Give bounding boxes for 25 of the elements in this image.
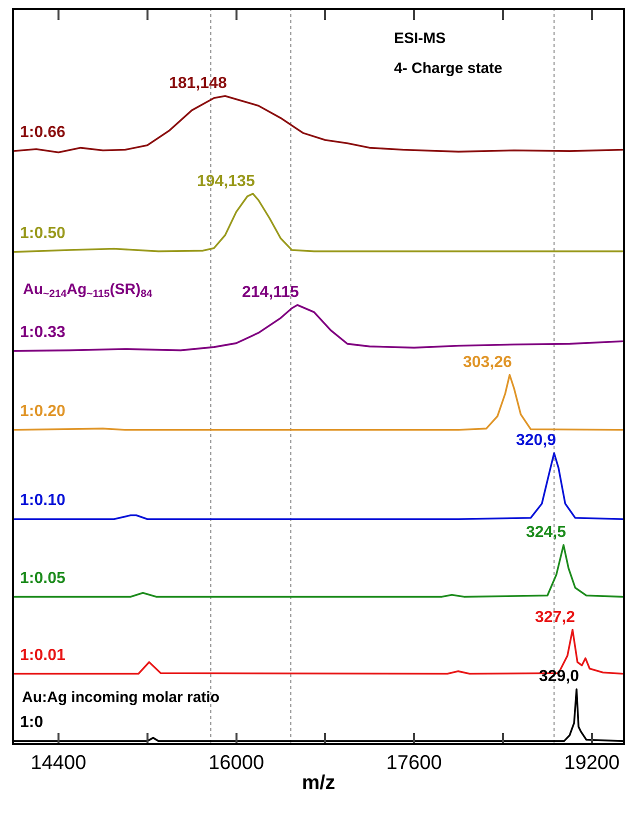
annotation: Au:Ag incoming molar ratio — [22, 689, 220, 706]
x-tick-label: 14400 — [30, 752, 86, 774]
x-tick-label: 19200 — [564, 752, 620, 774]
series-label: 1:0.01 — [20, 647, 66, 664]
series-label: 1:0.66 — [20, 124, 66, 141]
series-label: 1:0.05 — [20, 570, 66, 587]
annotation: Au$_{~214}$Ag$_{~115}$(SR)$_{84}$ — [23, 281, 152, 300]
series-label: 1:0.10 — [20, 492, 66, 509]
annotation: 194,135 — [197, 173, 255, 190]
x-axis-title: m/z — [302, 772, 336, 794]
x-tick-label: 17600 — [386, 752, 442, 774]
annotation: 327,2 — [535, 609, 576, 626]
annotation: 320,9 — [516, 432, 556, 449]
series-label: 1:0.20 — [20, 403, 66, 420]
x-tick-label: 16000 — [208, 752, 264, 774]
text: 4- Charge state — [394, 60, 502, 77]
series-label: 1:0 — [20, 714, 44, 731]
annotation: 214,115 — [242, 284, 300, 301]
annotation: 324,5 — [526, 524, 566, 541]
annotation: 329,0 — [539, 668, 580, 685]
annotation: 303,26 — [463, 354, 512, 371]
series-label: 1:0.33 — [20, 324, 66, 341]
text: ESI-MS — [394, 30, 446, 47]
annotation: 181,148 — [169, 75, 227, 92]
series-label: 1:0.50 — [20, 225, 66, 242]
